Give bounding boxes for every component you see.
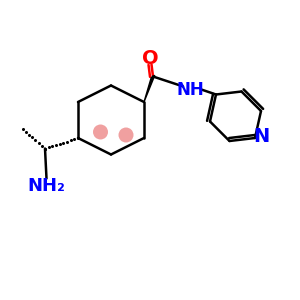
Circle shape xyxy=(93,124,108,140)
Text: NH: NH xyxy=(177,81,204,99)
Polygon shape xyxy=(144,75,155,102)
Text: O: O xyxy=(142,49,158,68)
Text: NH₂: NH₂ xyxy=(28,177,65,195)
Text: N: N xyxy=(254,127,270,146)
Circle shape xyxy=(118,128,134,142)
